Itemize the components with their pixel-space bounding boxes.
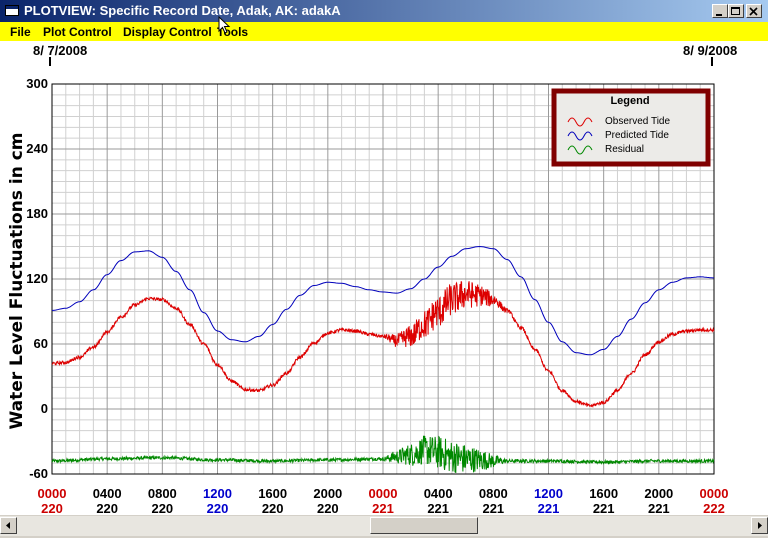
y-tick-label: -60 — [29, 466, 48, 481]
scroll-left-button[interactable] — [0, 517, 17, 534]
horizontal-scrollbar[interactable] — [0, 515, 768, 536]
y-tick-label: 180 — [26, 206, 48, 221]
observed-tide-line — [51, 281, 715, 409]
menu-display-control[interactable]: Display Control — [123, 25, 212, 39]
minimize-button[interactable] — [712, 4, 728, 18]
x-tick-time-label: 1600 — [589, 486, 618, 501]
minimize-icon — [716, 14, 722, 16]
x-tick-day-label: 220 — [317, 501, 339, 515]
x-tick-time-label: 0000 — [369, 486, 398, 501]
window-title: PLOTVIEW: Specific Record Date, Adak, AK… — [24, 3, 341, 18]
series-layer — [51, 245, 715, 474]
x-tick-day-label: 220 — [207, 501, 229, 515]
x-tick-time-label: 0000 — [38, 486, 67, 501]
legend-title: Legend — [610, 95, 649, 107]
date-right-label: 8/ 9/2008 — [683, 43, 737, 58]
x-tick-day-label: 221 — [648, 501, 670, 515]
legend-predicted-swatch — [567, 131, 593, 141]
x-tick-day-label: 220 — [41, 501, 63, 515]
legend: Legend Observed Tide Predicted Tide Resi… — [551, 88, 711, 167]
y-tick-label: 120 — [26, 271, 48, 286]
arrow-right-icon — [758, 522, 762, 529]
mouse-cursor-icon — [218, 16, 231, 34]
y-tick-label: 240 — [26, 141, 48, 156]
y-tick-label: 60 — [34, 336, 48, 351]
x-tick-time-label: 0400 — [93, 486, 122, 501]
x-tick-day-label: 220 — [96, 501, 118, 515]
y-tick-label: 300 — [26, 76, 48, 91]
x-tick-day-label: 220 — [151, 501, 173, 515]
x-tick-time-label: 0400 — [424, 486, 453, 501]
legend-predicted-label: Predicted Tide — [605, 130, 669, 141]
scrollbar-thumb[interactable] — [370, 517, 478, 534]
y-axis-ticks: 300 240 180 120 60 0 -60 — [26, 76, 48, 481]
residual-line — [51, 435, 715, 474]
menu-file[interactable]: File — [10, 25, 31, 39]
plot-area: 300 240 180 120 60 0 -60 0000 220 0400 220 0800 220… — [0, 41, 768, 515]
arrow-left-icon — [6, 522, 10, 529]
plot-frame — [51, 83, 715, 475]
maximize-button[interactable] — [728, 4, 744, 18]
y-axis-label: Water Level Fluctuations in cm — [7, 132, 27, 429]
x-tick-day-label: 221 — [427, 501, 449, 515]
x-tick-time-label: 0800 — [148, 486, 177, 501]
legend-residual-swatch — [567, 145, 593, 155]
scroll-right-button[interactable] — [751, 517, 768, 534]
x-tick-time-label: 0000 — [700, 486, 729, 501]
x-axis-ticks: 0000220040022008002201200220160022020002… — [38, 486, 729, 515]
close-icon — [749, 7, 758, 16]
x-tick-day-label: 221 — [372, 501, 394, 515]
legend-observed-label: Observed Tide — [605, 116, 670, 127]
legend-observed-swatch — [567, 117, 593, 127]
x-tick-day-label: 220 — [262, 501, 284, 515]
x-tick-day-label: 222 — [703, 501, 725, 515]
x-tick-day-label: 221 — [482, 501, 504, 515]
x-tick-time-label: 2000 — [644, 486, 673, 501]
x-tick-time-label: 1200 — [203, 486, 232, 501]
maximize-icon — [731, 7, 740, 15]
y-tick-label: 0 — [41, 401, 48, 416]
menu-bar: File Plot Control Display Control Tools — [0, 22, 768, 41]
predicted-tide-line — [52, 245, 714, 356]
x-tick-time-label: 1200 — [534, 486, 563, 501]
x-tick-day-label: 221 — [538, 501, 560, 515]
close-button[interactable] — [746, 4, 762, 18]
x-tick-time-label: 1600 — [258, 486, 287, 501]
menu-plot-control[interactable]: Plot Control — [43, 25, 112, 39]
date-left-label: 8/ 7/2008 — [33, 43, 87, 58]
x-tick-time-label: 2000 — [313, 486, 342, 501]
title-bar: PLOTVIEW: Specific Record Date, Adak, AK… — [0, 0, 768, 22]
x-tick-time-label: 0800 — [479, 486, 508, 501]
x-tick-day-label: 221 — [593, 501, 615, 515]
legend-residual-label: Residual — [605, 144, 644, 155]
app-icon — [5, 5, 19, 16]
